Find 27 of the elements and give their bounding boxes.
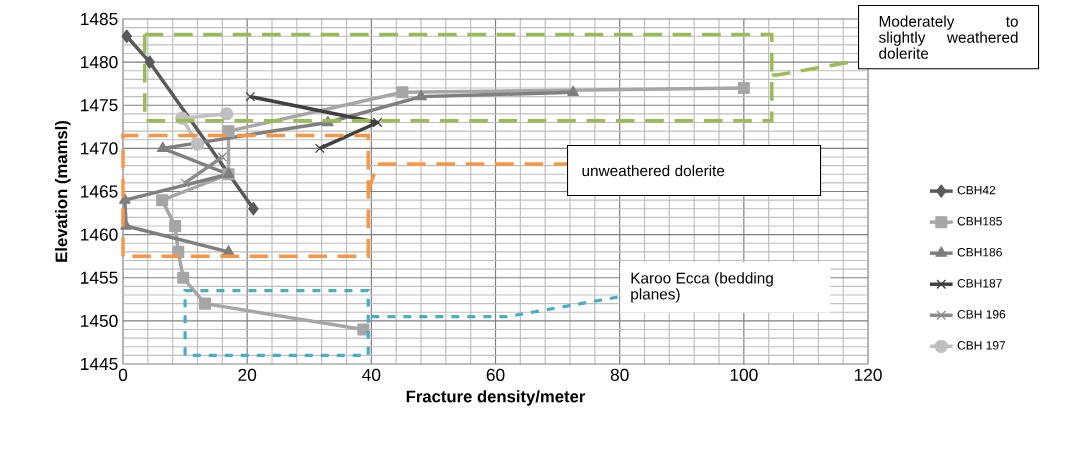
legend-label: CBH 197 xyxy=(957,341,1006,350)
legend-label: CBH 196 xyxy=(957,310,1006,319)
x-tick-label: 80 xyxy=(610,368,629,381)
y-tick-label: 1480 xyxy=(81,55,118,69)
y-tick-label: 1475 xyxy=(81,99,118,112)
y-tick-label: 1460 xyxy=(81,228,118,241)
x-axis-title: Fracture density/meter xyxy=(406,390,586,406)
y-tick-label: 1450 xyxy=(81,314,118,328)
y-tick-label: 1470 xyxy=(81,142,118,155)
legend-label: CBH42 xyxy=(957,185,996,195)
y-tick-label: 1455 xyxy=(81,271,118,284)
annotation: unweathered dolerite xyxy=(582,164,725,177)
legend-label: CBH187 xyxy=(957,279,1002,288)
x-tick-label: 40 xyxy=(362,368,381,381)
y-axis-title: Elevation (mamsl) xyxy=(55,121,71,262)
x-tick-label: 20 xyxy=(238,368,257,381)
annotation: Karoo Ecca (bedding planes) xyxy=(631,272,773,303)
x-tick-label: 120 xyxy=(854,368,882,381)
y-tick-label: 1445 xyxy=(81,357,118,371)
legend-label: CBH185 xyxy=(957,216,1002,226)
x-tick-label: 100 xyxy=(730,368,758,381)
x-tick-label: 0 xyxy=(118,368,128,381)
x-tick-label: 60 xyxy=(486,368,505,381)
legend-label: CBH186 xyxy=(957,247,1002,257)
text: Moderately to slightly weathered dolerite xyxy=(878,15,1018,59)
y-tick-label: 1465 xyxy=(81,185,118,198)
y-tick-label: 1485 xyxy=(81,12,118,26)
